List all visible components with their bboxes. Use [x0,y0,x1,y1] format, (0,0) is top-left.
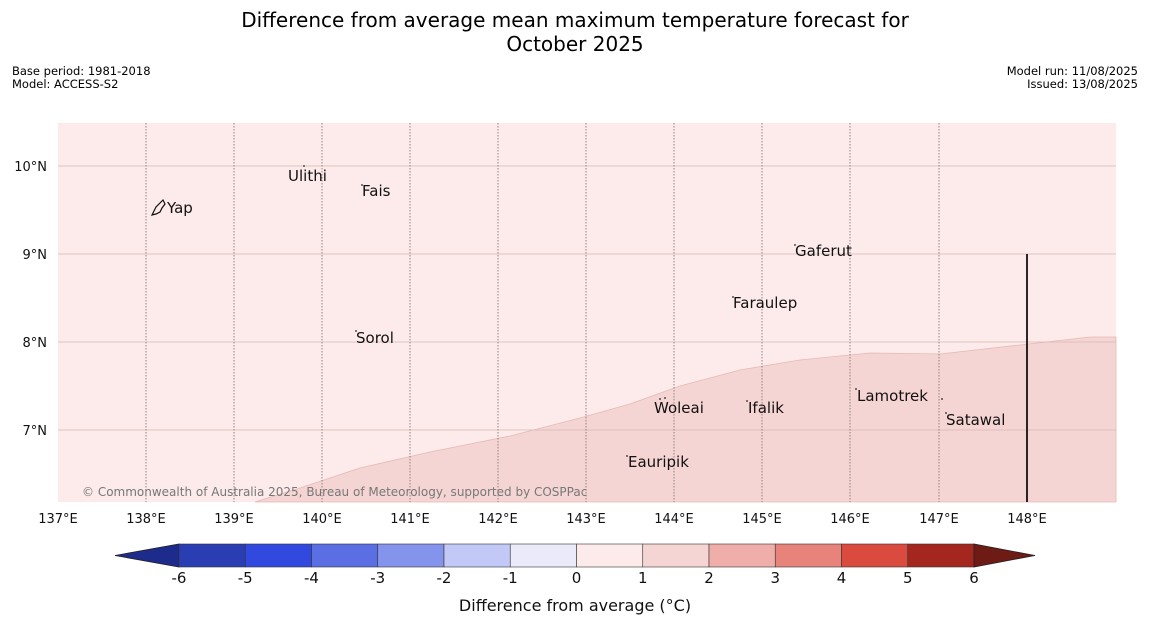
place-label-yap: Yap [166,199,193,217]
colorbar-tick-label: -6 [172,569,187,587]
colorbar-tick-labels: -6 -5 -4 -3 -2 -1 0 1 2 3 4 5 6 [172,569,979,587]
colorbar-segment [509,543,577,568]
issued-label: Issued: 13/08/2025 [1027,77,1138,91]
lon-label-137e: 137°E [38,512,78,527]
colorbar-segment [642,543,710,568]
lat-label-8n: 8°N [23,336,48,351]
colorbar-segment [576,543,644,568]
lat-label-9n: 9°N [23,248,48,263]
place-labels: Yap Ulithi Fais Gaferut Faraulep Sorol L… [166,167,1005,471]
base-period-label: Base period: 1981-2018 [12,64,151,78]
woleai-marker [659,398,661,400]
colorbar-segment [377,543,445,568]
place-label-eauripik: Eauripik [628,453,689,471]
model-label: Model: ACCESS-S2 [12,77,119,91]
longitude-tick-labels: 137°E 138°E 139°E 140°E 141°E 142°E 143°… [38,512,1047,527]
colorbar-tick-label: 1 [638,569,648,587]
colorbar-label: Difference from average (°C) [459,596,691,615]
colorbar-tick-label: 4 [837,569,847,587]
meta-right: Model run: 11/08/2025 Issued: 13/08/2025 [1007,65,1138,91]
anomaly-band-1-2 [254,336,1117,503]
faraulep-marker [732,296,734,298]
place-label-satawal: Satawal [946,411,1005,429]
colorbar-tick-label: 0 [572,569,582,587]
colorbar-tick-label: -4 [304,569,319,587]
latitude-tick-labels: 10°N 9°N 8°N 7°N [14,160,47,439]
title-line-1: Difference from average mean maximum tem… [241,8,909,32]
longitude-gridlines [145,123,940,502]
copyright-notice: © Commonwealth of Australia 2025, Bureau… [82,485,587,499]
colorbar-segment [907,543,975,568]
island-markers [303,165,947,457]
place-label-sorol: Sorol [356,329,394,347]
colorbar-segment [244,543,312,568]
place-label-faraulep: Faraulep [733,294,797,312]
colorbar-tick-label: -5 [238,569,253,587]
lon-label-142e: 142°E [478,512,518,527]
colorbar-tick-label: 2 [704,569,714,587]
colorbar-tick-label: -1 [503,569,518,587]
woleai-marker-2 [664,397,666,399]
lat-label-7n: 7°N [23,424,48,439]
lon-label-144e: 144°E [654,512,694,527]
colorbar-segment [443,543,511,568]
colorbar-tick-label: -3 [370,569,385,587]
eauripik-marker [626,455,628,457]
colorbar-segment [178,543,246,568]
colorbar [114,543,1036,568]
colorbar-tick-label: -2 [437,569,452,587]
lon-label-145e: 145°E [742,512,782,527]
ulithi-marker [303,165,305,167]
place-label-fais: Fais [362,182,391,200]
place-label-woleai: Woleai [654,399,704,417]
colorbar-segment [774,543,842,568]
colorbar-extend-low [114,543,180,568]
place-label-ulithi: Ulithi [288,167,327,185]
lon-label-140e: 140°E [302,512,342,527]
place-label-gaferut: Gaferut [795,242,852,260]
colorbar-tick-label: 6 [969,569,979,587]
lon-label-139e: 139°E [214,512,254,527]
sorol-marker [355,330,357,332]
colorbar-segment [708,543,776,568]
fais-marker [361,184,363,186]
ifalik-marker [746,400,748,402]
place-label-ifalik: Ifalik [748,399,784,417]
lamotrek-marker [855,388,857,390]
colorbar-segment [311,543,379,568]
model-run-label: Model run: 11/08/2025 [1006,64,1138,78]
lat-label-10n: 10°N [14,160,47,175]
lon-label-143e: 143°E [566,512,606,527]
map-title: Difference from average mean maximum tem… [0,8,1150,56]
lon-label-148e: 148°E [1007,512,1047,527]
lon-label-147e: 147°E [919,512,959,527]
colorbar-extend-high [973,543,1036,568]
title-line-2: October 2025 [506,32,644,56]
meta-left: Base period: 1981-2018 Model: ACCESS-S2 [12,65,151,91]
yap-island-shape [150,198,166,216]
place-label-lamotrek: Lamotrek [857,387,928,405]
lon-label-141e: 141°E [390,512,430,527]
lon-label-146e: 146°E [830,512,870,527]
colorbar-tick-label: 5 [903,569,913,587]
gaferut-marker [794,244,796,246]
lamotrek-east-marker [941,398,943,400]
colorbar-tick-label: 3 [770,569,780,587]
colorbar-segment [841,543,909,568]
satawal-marker [945,412,947,414]
lon-label-138e: 138°E [126,512,166,527]
